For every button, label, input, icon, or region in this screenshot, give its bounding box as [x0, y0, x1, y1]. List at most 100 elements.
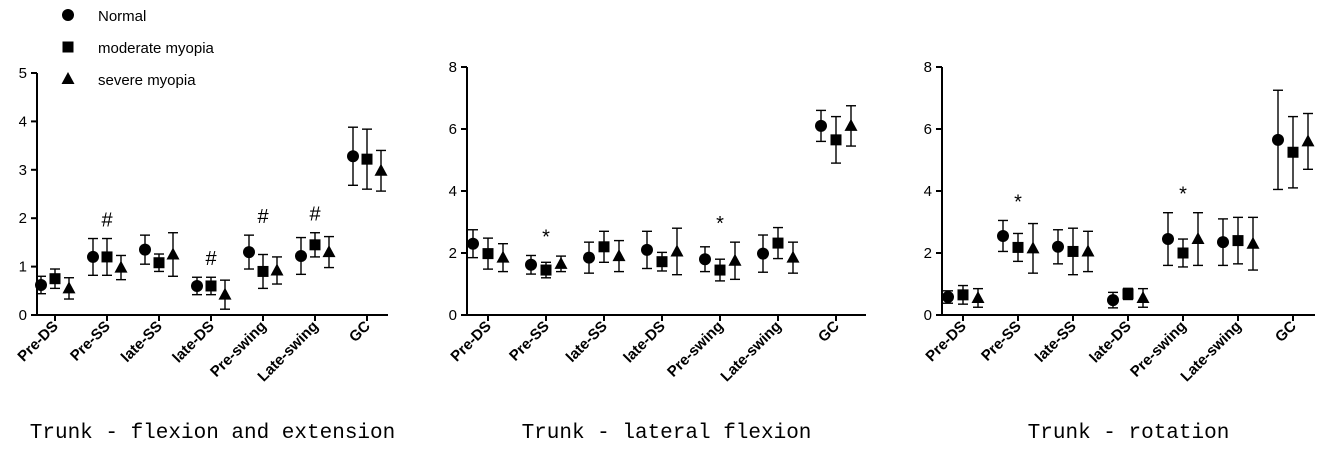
data-point — [1177, 247, 1189, 259]
data-point — [205, 280, 217, 292]
y-tick-label: 0 — [924, 307, 932, 324]
y-tick-label: 5 — [19, 65, 27, 82]
annotation: * — [716, 213, 724, 235]
data-point — [1232, 235, 1244, 247]
y-tick-label: 6 — [924, 121, 932, 138]
data-point — [772, 237, 784, 249]
data-point — [830, 134, 842, 146]
y-tick-label: 3 — [19, 162, 27, 179]
x-tick-label: GC — [815, 318, 843, 346]
data-point — [1052, 240, 1064, 253]
data-point — [270, 263, 284, 276]
chart-title: Trunk - lateral flexion — [522, 422, 812, 445]
x-tick-label: Pre-swing — [664, 318, 727, 381]
data-point — [598, 241, 610, 253]
data-point — [49, 273, 61, 285]
y-tick-label: 8 — [449, 59, 457, 76]
data-point — [322, 245, 336, 258]
data-point — [641, 243, 653, 256]
data-point — [139, 243, 151, 256]
x-tick-label: late-DS — [1086, 318, 1135, 367]
annotation: * — [542, 226, 550, 248]
data-point — [191, 279, 203, 292]
data-point — [942, 291, 954, 304]
y-tick-label: 0 — [19, 307, 27, 324]
data-point — [1026, 241, 1040, 254]
x-tick-label: Pre-DS — [14, 318, 61, 365]
data-point — [295, 249, 307, 262]
annotation: # — [205, 248, 217, 270]
y-tick-label: 6 — [449, 121, 457, 138]
x-tick-label: late-SS — [563, 318, 611, 366]
data-point — [815, 119, 827, 132]
data-point — [1272, 133, 1284, 146]
data-point — [612, 249, 626, 262]
legend-marker — [61, 72, 75, 84]
data-point — [656, 256, 668, 268]
data-point — [374, 163, 388, 176]
data-point — [997, 229, 1009, 242]
data-point — [525, 258, 537, 271]
data-point — [496, 250, 510, 263]
data-point — [971, 290, 985, 303]
legend-label: moderate myopia — [98, 40, 215, 57]
y-tick-label: 1 — [19, 259, 27, 276]
data-point — [1217, 236, 1229, 249]
data-point — [1162, 233, 1174, 246]
x-tick-label: GC — [346, 318, 374, 346]
data-point — [1067, 245, 1079, 257]
data-point — [1301, 134, 1315, 147]
annotation: * — [1014, 191, 1022, 213]
data-point — [482, 248, 494, 260]
data-point — [1081, 244, 1095, 257]
data-point — [243, 246, 255, 259]
data-point — [1012, 241, 1024, 253]
y-tick-label: 2 — [449, 245, 457, 262]
x-tick-label: GC — [1272, 318, 1300, 346]
x-tick-label: Pre-SS — [67, 318, 114, 365]
data-point — [114, 260, 128, 273]
x-tick-label: late-DS — [620, 318, 669, 367]
data-point — [957, 289, 969, 301]
data-point — [35, 278, 47, 291]
data-point — [62, 281, 76, 294]
y-tick-label: 4 — [924, 183, 932, 200]
data-point — [1246, 236, 1260, 249]
data-point — [728, 253, 742, 266]
data-point — [554, 256, 568, 269]
data-point — [309, 239, 321, 251]
data-point — [1122, 288, 1134, 300]
data-point — [844, 118, 858, 131]
data-point — [1107, 294, 1119, 307]
annotation: * — [1179, 184, 1187, 206]
x-tick-label: late-SS — [118, 318, 166, 366]
x-tick-label: late-SS — [1032, 318, 1080, 366]
data-point — [786, 250, 800, 263]
data-point — [540, 264, 552, 276]
data-point — [166, 247, 180, 260]
y-tick-label: 4 — [19, 113, 27, 130]
legend-label: severe myopia — [98, 72, 196, 89]
data-point — [583, 251, 595, 264]
data-point — [467, 237, 479, 250]
annotation: # — [101, 210, 113, 232]
data-point — [714, 264, 726, 276]
y-tick-label: 8 — [924, 59, 932, 76]
data-point — [361, 153, 373, 165]
legend-marker — [62, 9, 74, 21]
data-point — [347, 150, 359, 163]
data-point — [1287, 146, 1299, 158]
y-tick-label: 0 — [449, 307, 457, 324]
x-tick-label: Late-swing — [717, 318, 784, 385]
data-point — [1136, 290, 1150, 303]
x-tick-label: late-DS — [169, 318, 218, 367]
data-point — [153, 257, 165, 269]
annotation: # — [257, 206, 269, 228]
data-point — [87, 250, 99, 263]
x-tick-label: Pre-DS — [447, 318, 494, 365]
data-point — [670, 244, 684, 257]
data-point — [757, 247, 769, 260]
chart-title: Trunk - rotation — [1028, 422, 1230, 445]
x-tick-label: Pre-SS — [506, 318, 553, 365]
